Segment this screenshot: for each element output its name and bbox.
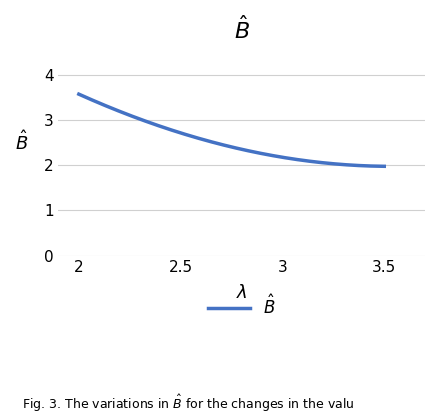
Title: $\hat{B}$: $\hat{B}$: [234, 15, 249, 43]
X-axis label: $\lambda$: $\lambda$: [236, 284, 248, 302]
Y-axis label: $\hat{B}$: $\hat{B}$: [15, 130, 28, 154]
Text: Fig. 3. The variations in $\hat{B}$ for the changes in the valu: Fig. 3. The variations in $\hat{B}$ for …: [22, 393, 355, 414]
Legend: $\hat{B}$: $\hat{B}$: [202, 288, 282, 324]
